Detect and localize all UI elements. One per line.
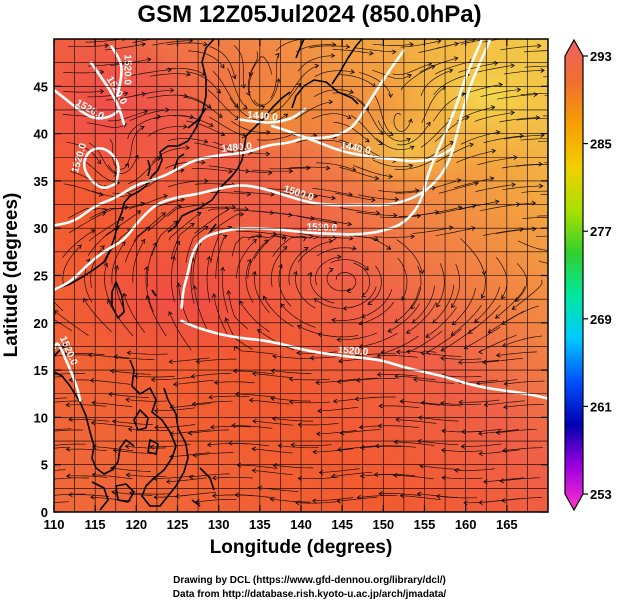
colorbar-tick-label: 261: [590, 399, 612, 414]
y-tick-label: 35: [34, 174, 48, 189]
x-tick-label: 115: [85, 517, 106, 532]
y-tick-label: 30: [34, 221, 48, 236]
x-tick-label: 160: [455, 517, 477, 532]
credit-drawing: Drawing by DCL (https://www.gfd-dennou.o…: [0, 575, 619, 586]
x-tick-label: 140: [290, 517, 312, 532]
contour-label: 1520.0: [121, 54, 132, 85]
x-tick-label: 150: [372, 517, 394, 532]
colorbar-tick-label: 253: [590, 487, 612, 502]
x-tick-label: 155: [414, 517, 436, 532]
y-tick-label: 40: [34, 127, 48, 142]
lat-lon-grid: [54, 39, 548, 512]
x-tick-label: 145: [331, 517, 353, 532]
map-chart: 1440.01440.01480.01500.01520.0 1520.01520…: [0, 0, 619, 575]
y-tick-label: 45: [34, 79, 48, 94]
x-tick-label: 120: [125, 517, 147, 532]
x-tick-label: 165: [496, 517, 518, 532]
colorbar-ticks: 293 285 277 269 261 253: [583, 49, 612, 502]
colorbar-tick-label: 293: [590, 49, 612, 64]
colorbar-body: [565, 40, 583, 510]
y-tick-label: 10: [34, 410, 48, 425]
y-tick-label: 20: [34, 316, 48, 331]
y-tick-label: 15: [34, 363, 48, 378]
y-tick-label: 25: [34, 269, 48, 284]
y-tick-label: 0: [41, 505, 48, 520]
credit-data: Data from http://database.rish.kyoto-u.a…: [0, 589, 619, 600]
x-tick-label: 130: [208, 517, 230, 532]
temperature-field: [20, 20, 600, 512]
colorbar-tick-label: 277: [590, 224, 612, 239]
x-tick-label: 135: [249, 517, 271, 532]
x-tick-label: 125: [167, 517, 189, 532]
colorbar-tick-label: 285: [590, 137, 612, 152]
y-tick-label: 5: [41, 458, 48, 473]
colorbar: 293 285 277 269 261 253: [565, 40, 612, 510]
colorbar-tick-label: 269: [590, 312, 612, 327]
